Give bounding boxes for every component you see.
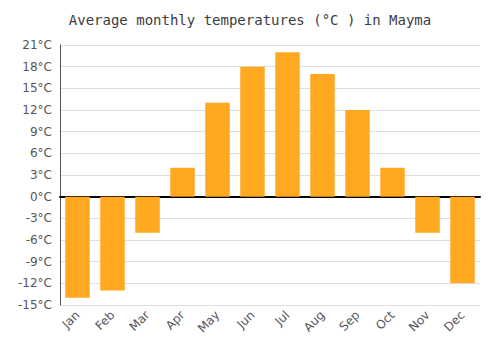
svg-text:Nov: Nov [406, 308, 432, 334]
svg-text:Jun: Jun [234, 308, 258, 332]
svg-text:6°C: 6°C [30, 146, 52, 160]
svg-text:-9°C: -9°C [26, 255, 52, 269]
svg-text:9°C: 9°C [30, 125, 52, 139]
svg-text:Sep: Sep [337, 308, 363, 334]
svg-text:0°C: 0°C [30, 190, 52, 204]
svg-text:12°C: 12°C [22, 103, 52, 117]
svg-text:Average monthly temperatures (: Average monthly temperatures (°C ) in Ma… [69, 12, 431, 28]
svg-text:15°C: 15°C [22, 81, 52, 95]
svg-text:3°C: 3°C [30, 168, 52, 182]
svg-text:Feb: Feb [93, 308, 118, 333]
svg-text:Jul: Jul [272, 308, 293, 329]
svg-text:-3°C: -3°C [26, 211, 52, 225]
svg-text:Aug: Aug [301, 308, 327, 334]
svg-text:Mar: Mar [127, 308, 153, 334]
svg-text:Jan: Jan [59, 308, 83, 332]
svg-text:May: May [195, 308, 222, 335]
svg-text:21°C: 21°C [22, 38, 52, 52]
svg-text:Dec: Dec [441, 308, 467, 334]
svg-text:-15°C: -15°C [18, 298, 52, 312]
svg-text:-12°C: -12°C [18, 276, 52, 290]
svg-text:-6°C: -6°C [26, 233, 52, 247]
svg-text:18°C: 18°C [22, 60, 52, 74]
svg-text:Apr: Apr [163, 308, 188, 333]
svg-text:Oct: Oct [373, 308, 398, 333]
